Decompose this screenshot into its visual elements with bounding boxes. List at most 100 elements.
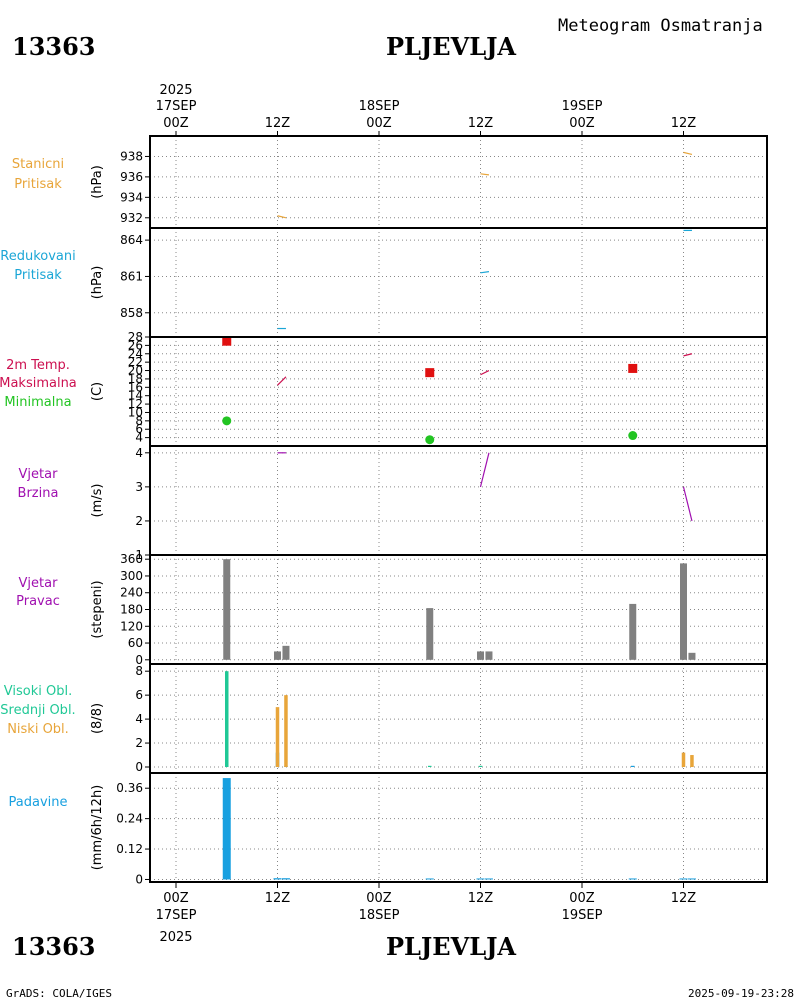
top-time-tick-label: 12Z bbox=[265, 116, 291, 131]
panel-frame bbox=[149, 227, 768, 338]
panel-frame bbox=[149, 135, 768, 229]
panel-label-stanicni: Stanicni bbox=[12, 157, 64, 172]
bar-padavine bbox=[476, 878, 485, 880]
y-tick-label: 60 bbox=[128, 636, 143, 650]
panel-frame bbox=[149, 663, 768, 774]
y-tick-label: 1 bbox=[135, 548, 143, 562]
panel-label-brzina: Brzina bbox=[18, 486, 59, 501]
bottom-year-label: 2025 bbox=[159, 930, 192, 945]
series-line-stanicni bbox=[277, 215, 287, 219]
y-tick-label: 938 bbox=[120, 149, 143, 163]
y-tick-label: 4 bbox=[135, 431, 143, 445]
top-day-label: 18SEP bbox=[359, 99, 400, 114]
y-tick-label: 28 bbox=[128, 330, 143, 344]
bar-padavine bbox=[679, 878, 688, 880]
y-tick-label: 360 bbox=[120, 552, 143, 566]
bar-pravac bbox=[282, 645, 290, 660]
footer-software: GrADS: COLA/IGES bbox=[6, 987, 112, 1000]
bar-pravac bbox=[680, 563, 687, 660]
top-time-tick-label: 00Z bbox=[163, 116, 189, 131]
series-line-temperatura bbox=[480, 370, 490, 376]
panel-pravac: 0 60 120 180 240 300 360 (stepeni) Vjetar Pravac bbox=[16, 552, 768, 667]
top-time-tick-label: 12Z bbox=[468, 116, 494, 131]
bottom-day-label: 19SEP bbox=[562, 908, 603, 923]
panel-label-temperatura: Minimalna bbox=[4, 395, 71, 410]
bottom-time-axis: 00Z 12Z 00Z 12Z 00Z 12Z 17SEP 18SEP 19SEP bbox=[156, 882, 697, 923]
top-time-tick-label: 12Z bbox=[671, 116, 697, 131]
y-tick-label: 8 bbox=[135, 414, 143, 428]
bottom-day-label: 18SEP bbox=[359, 908, 400, 923]
series-line-temperatura bbox=[683, 353, 693, 357]
y-tick-label: 26 bbox=[128, 338, 143, 352]
y-axis-label: (hPa) bbox=[90, 165, 105, 199]
y-tick-label: 861 bbox=[120, 269, 143, 283]
y-tick-label: 932 bbox=[120, 211, 143, 225]
bar-padavine bbox=[222, 778, 231, 880]
bottom-time-tick-label: 00Z bbox=[569, 891, 595, 906]
series-line-stanicni bbox=[480, 173, 490, 176]
panel-label-padavine: Padavine bbox=[9, 795, 68, 810]
panel-redukovani: 858 861 864 (hPa) Redukovani Pritisak bbox=[0, 227, 768, 338]
y-tick-label: 934 bbox=[120, 190, 143, 204]
y-tick-label: 10 bbox=[128, 405, 143, 419]
y-tick-label: 0.24 bbox=[116, 812, 143, 826]
bottom-time-tick-label: 00Z bbox=[163, 891, 189, 906]
y-axis-label: (8/8) bbox=[90, 703, 105, 734]
bar-oblacnost bbox=[681, 752, 686, 768]
footer-generated: 2025-09-19-23:28 bbox=[688, 987, 794, 1000]
y-axis-label: (C) bbox=[90, 382, 105, 401]
footer-station-id: 13363 bbox=[12, 932, 96, 961]
panels: 932934936938(hPa)StanicniPritisak8588618… bbox=[0, 135, 768, 886]
y-tick-label: 16 bbox=[128, 380, 143, 394]
top-time-tick-label: 00Z bbox=[366, 116, 392, 131]
y-axis-label: (m/s) bbox=[90, 484, 105, 518]
max-temp-marker bbox=[425, 368, 435, 378]
bar-oblacnost bbox=[690, 755, 694, 768]
min-temp-marker bbox=[425, 435, 435, 445]
min-temp-marker bbox=[628, 431, 638, 441]
panel-label-temperatura: Maksimalna bbox=[0, 376, 77, 391]
bar-oblacnost bbox=[428, 765, 432, 768]
y-axis-label: (mm/6h/12h) bbox=[90, 785, 105, 871]
y-tick-label: 864 bbox=[120, 233, 143, 247]
bar-oblacnost bbox=[225, 671, 229, 768]
panel-label-oblacnost: Niski Obl. bbox=[7, 722, 69, 737]
y-tick-label: 14 bbox=[128, 389, 143, 403]
panel-oblacnost: 0 2 4 6 8 (8/8) Visoki Obl. Srednji Obl. Niski O… bbox=[0, 663, 768, 774]
panel-frame bbox=[149, 772, 768, 883]
panel-label-oblacnost: Srednji Obl. bbox=[0, 703, 75, 718]
max-temp-marker bbox=[222, 336, 232, 346]
y-tick-label: 180 bbox=[120, 603, 143, 617]
y-tick-label: 18 bbox=[128, 372, 143, 386]
top-year-label: 2025 bbox=[159, 83, 192, 98]
y-tick-label: 0.36 bbox=[116, 781, 143, 795]
series-line-stanicni bbox=[683, 151, 693, 155]
y-tick-label: 300 bbox=[120, 569, 143, 583]
y-tick-label: 22 bbox=[128, 355, 143, 369]
bottom-time-tick-label: 12Z bbox=[671, 891, 697, 906]
bar-padavine bbox=[484, 878, 493, 880]
bar-oblacnost bbox=[478, 765, 483, 768]
y-tick-label: 6 bbox=[135, 422, 143, 436]
bottom-time-tick-label: 00Z bbox=[366, 891, 392, 906]
top-day-label: 19SEP bbox=[562, 99, 603, 114]
series-line-redukovani bbox=[480, 271, 490, 274]
bar-padavine bbox=[425, 878, 434, 880]
panel-label-stanicni: Pritisak bbox=[14, 177, 62, 192]
y-tick-label: 0.12 bbox=[116, 842, 143, 856]
product-title: Meteogram Osmatranja bbox=[558, 16, 763, 36]
bar-padavine bbox=[628, 878, 637, 880]
y-tick-label: 6 bbox=[135, 688, 143, 702]
panel-label-pravac: Vjetar bbox=[19, 576, 59, 591]
series-line-temperatura bbox=[277, 376, 287, 386]
bar-pravac bbox=[223, 559, 231, 660]
min-temp-marker bbox=[222, 416, 232, 426]
bar-padavine bbox=[273, 878, 282, 880]
y-axis-label: (stepeni) bbox=[90, 580, 105, 638]
bottom-day-label: 17SEP bbox=[156, 908, 197, 923]
panel-label-temperatura: 2m Temp. bbox=[6, 358, 70, 373]
bar-pravac bbox=[274, 651, 281, 660]
